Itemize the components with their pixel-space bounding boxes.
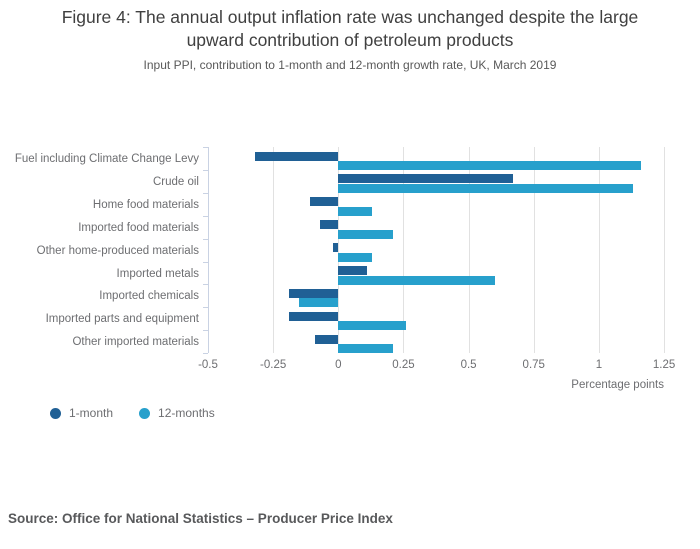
bar-12-months[interactable]	[338, 344, 394, 354]
chart-title: Figure 4: The annual output inflation ra…	[61, 7, 639, 50]
y-axis-line	[208, 147, 209, 354]
x-tick-label: 0.5	[460, 359, 477, 371]
legend-item-1-month[interactable]: 1-month	[50, 406, 113, 420]
bar-12-months[interactable]	[338, 183, 633, 193]
category-label: Other imported materials	[72, 336, 199, 349]
y-axis-tick	[203, 261, 208, 263]
y-axis-tick	[203, 284, 208, 286]
bar-12-months[interactable]	[338, 275, 495, 285]
gridline	[533, 147, 535, 354]
bar-12-months[interactable]	[299, 298, 339, 308]
y-axis-tick	[203, 330, 208, 332]
x-tick-label: 0.25	[392, 359, 415, 371]
category-label: Other home-produced materials	[36, 244, 199, 257]
bar-12-months[interactable]	[338, 321, 407, 331]
y-axis-tick	[203, 307, 208, 309]
chart-legend: 1-month 12-months	[50, 406, 215, 420]
chart-subtitle: Input PPI, contribution to 1-month and 1…	[143, 58, 557, 72]
legend-label: 1-month	[69, 406, 114, 420]
legend-item-12-months[interactable]: 12-months	[139, 406, 215, 420]
bar-1-month[interactable]	[288, 311, 339, 321]
x-tick-label: 1.25	[652, 359, 676, 371]
bar-1-month[interactable]	[314, 334, 339, 344]
gridline	[664, 147, 666, 354]
category-label: Imported food materials	[78, 221, 199, 234]
x-tick-label: -0.25	[260, 359, 287, 371]
source-note: Source: Office for National Statistics –…	[8, 511, 393, 526]
bar-1-month[interactable]	[338, 266, 367, 275]
x-axis-title: Percentage points	[571, 379, 664, 391]
gridline	[598, 147, 600, 354]
x-tick-label: -0.5	[198, 359, 218, 371]
category-label: Imported parts and equipment	[45, 313, 199, 326]
bar-1-month[interactable]	[309, 197, 339, 207]
bar-12-months[interactable]	[338, 206, 373, 216]
gridline	[273, 147, 275, 354]
x-tick-label: 1	[595, 359, 603, 371]
legend-dot-icon	[139, 407, 151, 419]
bar-1-month[interactable]	[338, 174, 513, 184]
x-tick-label: 0.75	[522, 359, 545, 371]
legend-label: 12-months	[158, 406, 215, 420]
y-axis-tick	[203, 147, 208, 148]
y-axis-tick	[203, 353, 208, 355]
bar-1-month[interactable]	[288, 288, 339, 298]
x-tick-label: 0	[335, 359, 342, 371]
y-axis-tick	[203, 192, 208, 194]
bar-1-month[interactable]	[254, 151, 339, 161]
bar-12-months[interactable]	[338, 252, 373, 262]
gridline	[403, 147, 405, 354]
y-axis-tick	[203, 169, 208, 171]
category-label: Imported metals	[116, 267, 199, 280]
legend-dot-icon	[50, 407, 61, 419]
category-label: Home food materials	[92, 198, 199, 211]
gridline	[468, 147, 470, 354]
bar-12-months[interactable]	[338, 161, 641, 170]
category-label: Crude oil	[152, 175, 199, 188]
category-label: Fuel including Climate Change Levy	[14, 153, 199, 165]
y-axis-tick	[203, 215, 208, 217]
y-axis-tick	[203, 238, 208, 240]
category-label: Imported chemicals	[99, 290, 199, 303]
bar-12-months[interactable]	[338, 229, 394, 239]
bar-1-month[interactable]	[320, 220, 339, 230]
bar-1-month[interactable]	[333, 243, 339, 253]
gridline	[338, 147, 340, 354]
